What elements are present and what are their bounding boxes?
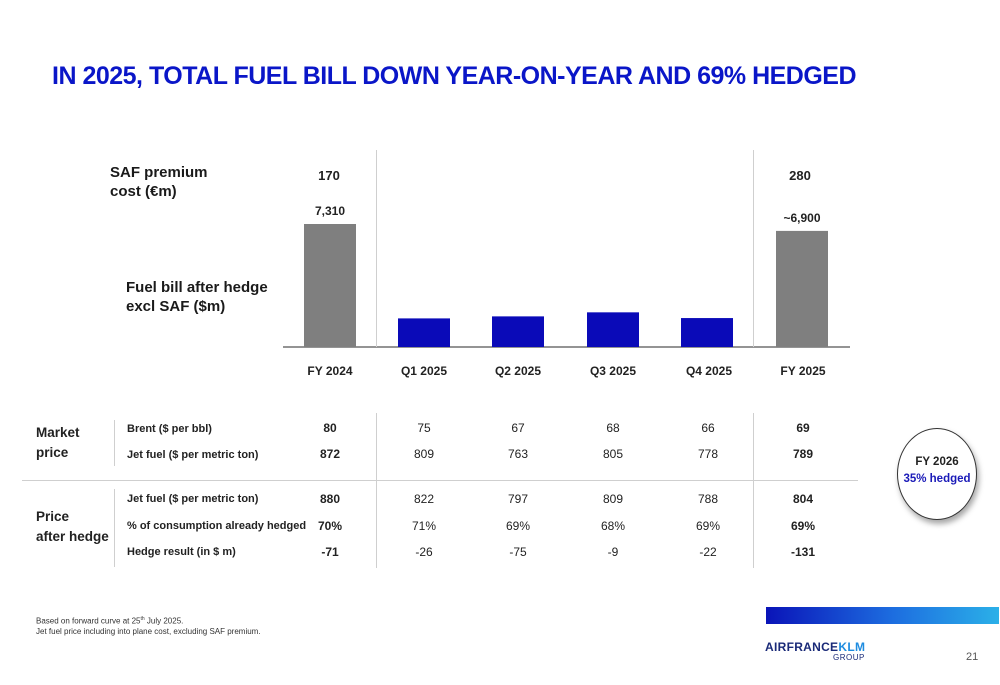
table-cell: -26 — [415, 545, 433, 559]
table-cell: -131 — [790, 545, 816, 559]
table-cell: 763 — [507, 447, 529, 461]
table-cell: 822 — [413, 492, 435, 506]
divider-vertical — [114, 489, 115, 567]
group-label-line: Market — [36, 425, 80, 440]
table-cell: 788 — [697, 492, 719, 506]
table-cell: 80 — [323, 421, 337, 435]
logo-group-text: GROUP — [833, 653, 865, 662]
group-label-line: price — [36, 445, 69, 460]
table-cell: 69% — [790, 519, 816, 533]
table-cell: 75 — [417, 421, 431, 435]
callout-year: FY 2026 — [915, 456, 959, 468]
table-cell: 68 — [606, 421, 620, 435]
footnote-superscript: th — [140, 616, 145, 622]
table-cell: -9 — [607, 545, 619, 559]
table-divider — [22, 480, 858, 481]
column-header-q4-2025: Q4 2025 — [685, 364, 733, 378]
table-cell: 70% — [317, 519, 343, 533]
row-label-jet-fuel-hedged: Jet fuel ($ per metric ton) — [127, 493, 259, 505]
bar-q1-2025 — [398, 318, 450, 347]
row-label-pct-hedged: % of consumption already hedged — [127, 520, 307, 532]
table-cell: 809 — [602, 492, 624, 506]
table-cell: 67 — [511, 421, 525, 435]
table-cell: 805 — [602, 447, 624, 461]
saf-premium-label-line: SAF premium — [110, 164, 208, 181]
bar-fy-2024 — [304, 224, 356, 347]
row-label-brent: Brent ($ per bbl) — [127, 423, 212, 435]
brand-gradient-bar — [766, 607, 999, 624]
column-header-q1-2025: Q1 2025 — [400, 364, 448, 378]
page-title: IN 2025, TOTAL FUEL BILL DOWN YEAR-ON-YE… — [52, 62, 857, 90]
footnote-text: July 2025. — [144, 616, 184, 626]
group-label-line: after hedge — [36, 529, 109, 544]
table-cell: 66 — [701, 421, 715, 435]
group-label-line: Price — [36, 509, 70, 524]
divider-vertical — [753, 150, 754, 347]
footnote-text: Based on forward curve at 25 — [36, 616, 141, 626]
column-header-fy2025: FY 2025 — [780, 364, 826, 378]
fuel-bill-chart: 7,310 ~6,900 — [283, 204, 850, 348]
logo-airfrance: AIRFRANCE — [765, 640, 839, 654]
saf-value-fy2025: 280 — [789, 168, 811, 183]
table-cell: -75 — [509, 545, 527, 559]
row-label-jet-fuel-market: Jet fuel ($ per metric ton) — [127, 449, 259, 461]
table-cell: 797 — [507, 492, 529, 506]
table-cell: -71 — [321, 545, 339, 559]
market-price-label: Market price — [36, 423, 80, 463]
column-header-q2-2025: Q2 2025 — [494, 364, 542, 378]
table-cell: 789 — [792, 447, 814, 461]
bar-fy-2025 — [776, 230, 828, 347]
table-cell: 68% — [600, 519, 626, 533]
callout-hedged: 35% hedged — [903, 473, 971, 485]
logo-klm: KLM — [838, 640, 866, 654]
divider-vertical — [376, 150, 377, 347]
bar-q3-2025 — [587, 312, 639, 347]
footnote-jet-fuel: Jet fuel price including into plane cost… — [36, 627, 261, 636]
divider-vertical — [376, 413, 377, 568]
table-cell: 69% — [695, 519, 721, 533]
table-cell: 804 — [792, 492, 814, 506]
saf-value-fy2024: 170 — [318, 168, 340, 183]
table-cell: 872 — [319, 447, 341, 461]
column-header-fy2024: FY 2024 — [307, 364, 353, 378]
table-cell: 69 — [796, 421, 810, 435]
fuel-bill-label: Fuel bill after hedge excl SAF ($m) — [126, 278, 268, 316]
price-after-hedge-label: Price after hedge — [36, 507, 109, 547]
bar-q4-2025 — [681, 318, 733, 347]
bar-q2-2025 — [492, 316, 544, 347]
fuel-bill-label-line: excl SAF ($m) — [126, 298, 226, 315]
fy2026-hedge-callout: FY 2026 35% hedged — [897, 428, 977, 520]
data-label-fy-2025: ~6,900 — [783, 211, 820, 225]
saf-premium-label: SAF premium cost (€m) — [110, 163, 208, 201]
data-label-fy-2024: 7,310 — [315, 204, 345, 218]
table-cell: 778 — [697, 447, 719, 461]
table-cell: 69% — [505, 519, 531, 533]
column-header-q3-2025: Q3 2025 — [589, 364, 637, 378]
fuel-bill-label-line: Fuel bill after hedge — [126, 279, 268, 296]
table-cell: 880 — [319, 492, 341, 506]
saf-premium-label-line: cost (€m) — [110, 183, 177, 200]
table-cell: 71% — [411, 519, 437, 533]
divider-vertical — [753, 413, 754, 568]
table-cell: -22 — [699, 545, 717, 559]
row-label-hedge-result: Hedge result (in $ m) — [127, 546, 236, 558]
footnote-forward-curve: Based on forward curve at 25th July 2025… — [36, 616, 183, 626]
page-number: 21 — [966, 651, 979, 663]
airfrance-klm-logo: AIRFRANCEKLM — [765, 640, 865, 654]
divider-vertical — [114, 420, 115, 466]
table-cell: 809 — [413, 447, 435, 461]
